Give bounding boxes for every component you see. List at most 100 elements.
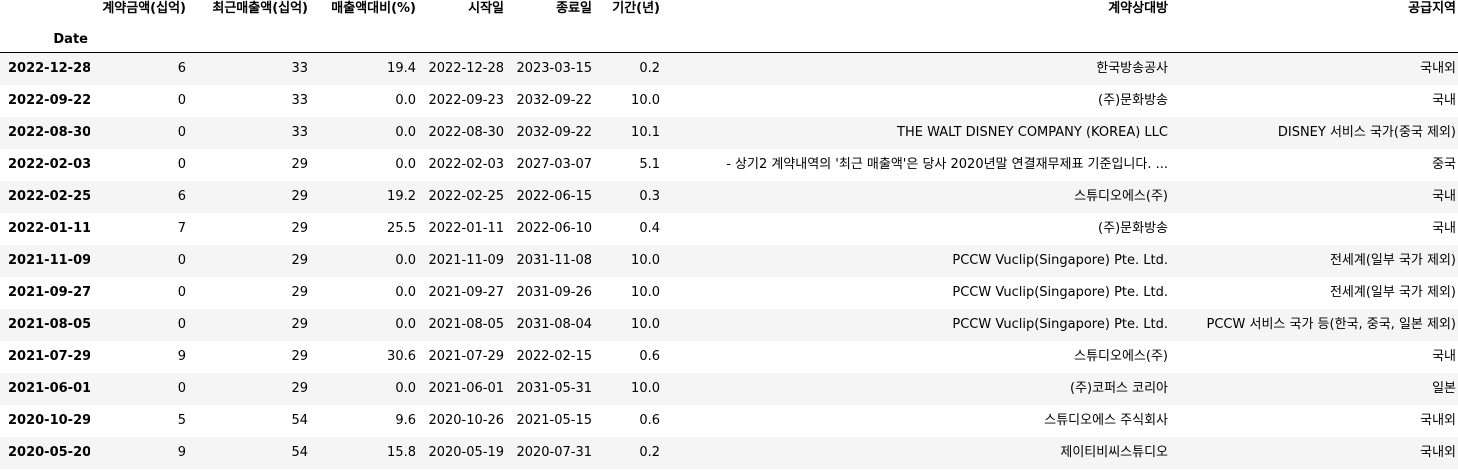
column-header-party: 계약상대방 xyxy=(1108,1,1168,16)
cell-start: 2022-01-11 xyxy=(428,221,504,236)
cell-amount: 9 xyxy=(177,349,186,364)
cell-region: 국내 xyxy=(1432,93,1456,108)
cell-end: 2020-07-31 xyxy=(516,445,592,460)
cell-ratio: 0.0 xyxy=(395,125,416,140)
cell-revenue: 29 xyxy=(291,381,308,396)
cell-end: 2022-02-15 xyxy=(516,349,592,364)
cell-region: 국내외 xyxy=(1420,413,1456,428)
row-date: 2022-01-11 xyxy=(8,221,90,236)
row-date: 2022-09-22 xyxy=(8,93,90,108)
cell-years: 0.6 xyxy=(639,349,660,364)
cell-end: 2032-09-22 xyxy=(516,125,592,140)
cell-party: 스튜디오에스 주식회사 xyxy=(1044,413,1168,428)
cell-years: 5.1 xyxy=(639,157,660,172)
cell-region: 국내외 xyxy=(1420,445,1456,460)
cell-start: 2021-08-05 xyxy=(428,317,504,332)
cell-start: 2022-02-03 xyxy=(428,157,504,172)
cell-amount: 0 xyxy=(177,157,186,172)
cell-amount: 0 xyxy=(177,253,186,268)
table-row: 2022-12-28 6 33 19.4 2022-12-28 2023-03-15 0.2… xyxy=(0,52,1458,85)
cell-revenue: 29 xyxy=(291,349,308,364)
table-row: 2021-09-27 0 29 0.0 2021-09-27 2031-09-26 10.0… xyxy=(0,277,1458,309)
cell-party: PCCW Vuclip(Singapore) Pte. Ltd. xyxy=(952,285,1168,300)
cell-end: 2021-05-15 xyxy=(516,413,592,428)
cell-revenue: 54 xyxy=(291,445,308,460)
cell-ratio: 0.0 xyxy=(395,317,416,332)
cell-ratio: 0.0 xyxy=(395,253,416,268)
row-date: 2022-08-30 xyxy=(8,125,90,140)
column-header-years: 기간(년) xyxy=(612,1,660,16)
table-body: 2022-12-28 6 33 19.4 2022-12-28 2023-03-15 0.2… xyxy=(0,52,1458,469)
cell-party: - 상기2 계약내역의 '최근 매출액'은 당사 2020년말 연결재무제표 기… xyxy=(726,157,1168,172)
cell-revenue: 29 xyxy=(291,317,308,332)
table-row: 2022-02-03 0 29 0.0 2022-02-03 2027-03-07 5.1 -… xyxy=(0,149,1458,181)
cell-years: 0.2 xyxy=(639,445,660,460)
cell-end: 2031-05-31 xyxy=(516,381,592,396)
index-header-row: Date xyxy=(0,28,1458,53)
table-row: 2021-07-29 9 29 30.6 2021-07-29 2022-02-15 0.6… xyxy=(0,341,1458,373)
cell-amount: 0 xyxy=(177,285,186,300)
cell-end: 2022-06-10 xyxy=(516,221,592,236)
cell-revenue: 54 xyxy=(291,413,308,428)
cell-revenue: 29 xyxy=(291,253,308,268)
cell-years: 0.6 xyxy=(639,413,660,428)
cell-party: (주)문화방송 xyxy=(1098,93,1168,108)
table-row: 2021-08-05 0 29 0.0 2021-08-05 2031-08-04 10.0… xyxy=(0,309,1458,341)
cell-region: 전세계(일부 국가 제외) xyxy=(1329,253,1456,268)
cell-amount: 7 xyxy=(177,221,186,236)
cell-ratio: 25.5 xyxy=(387,221,416,236)
cell-ratio: 0.0 xyxy=(395,93,416,108)
cell-start: 2022-02-25 xyxy=(428,189,504,204)
cell-ratio: 0.0 xyxy=(395,381,416,396)
cell-amount: 0 xyxy=(177,93,186,108)
cell-years: 10.0 xyxy=(631,253,660,268)
cell-start: 2021-09-27 xyxy=(428,285,504,300)
column-header-amount: 계약금액(십억) xyxy=(102,1,186,16)
cell-start: 2022-08-30 xyxy=(428,125,504,140)
cell-years: 10.0 xyxy=(631,285,660,300)
row-date: 2020-05-20 xyxy=(8,445,90,460)
cell-party: 제이티비씨스튜디오 xyxy=(1060,445,1168,460)
cell-region: 국내 xyxy=(1432,349,1456,364)
cell-amount: 5 xyxy=(177,413,186,428)
table-row: 2022-02-25 6 29 19.2 2022-02-25 2022-06-15 0.3… xyxy=(0,181,1458,213)
cell-years: 10.1 xyxy=(631,125,660,140)
cell-end: 2027-03-07 xyxy=(516,157,592,172)
row-date: 2022-12-28 xyxy=(8,61,90,76)
table-row: 2020-10-29 5 54 9.6 2020-10-26 2021-05-15 0.6 스… xyxy=(0,405,1458,437)
cell-region: 국내외 xyxy=(1420,61,1456,76)
cell-start: 2021-06-01 xyxy=(428,381,504,396)
table-row: 2020-05-20 9 54 15.8 2020-05-19 2020-07-31 0.2… xyxy=(0,437,1458,469)
cell-region: DISNEY 서비스 국가(중국 제외) xyxy=(1277,125,1456,140)
column-header-end: 종료일 xyxy=(556,1,592,16)
cell-amount: 6 xyxy=(177,61,186,76)
cell-ratio: 15.8 xyxy=(387,445,416,460)
cell-amount: 0 xyxy=(177,125,186,140)
cell-years: 0.3 xyxy=(639,189,660,204)
column-header-revenue: 최근매출액(십억) xyxy=(212,1,308,16)
cell-ratio: 9.6 xyxy=(395,413,416,428)
cell-amount: 9 xyxy=(177,445,186,460)
table-header: 계약금액(십억) 최근매출액(십억) 매출액대비(%) 시작일 종료일 기간(년… xyxy=(0,0,1458,53)
cell-end: 2032-09-22 xyxy=(516,93,592,108)
cell-amount: 6 xyxy=(177,189,186,204)
cell-end: 2031-09-26 xyxy=(516,285,592,300)
cell-end: 2023-03-15 xyxy=(516,61,592,76)
index-corner xyxy=(0,0,90,28)
cell-party: (주)문화방송 xyxy=(1098,221,1168,236)
cell-start: 2021-07-29 xyxy=(428,349,504,364)
cell-region: 국내 xyxy=(1432,189,1456,204)
cell-ratio: 30.6 xyxy=(387,349,416,364)
table-row: 2021-11-09 0 29 0.0 2021-11-09 2031-11-08 10.0… xyxy=(0,245,1458,277)
row-date: 2022-02-25 xyxy=(8,189,90,204)
cell-revenue: 33 xyxy=(291,61,308,76)
cell-start: 2022-12-28 xyxy=(428,61,504,76)
cell-party: PCCW Vuclip(Singapore) Pte. Ltd. xyxy=(952,317,1168,332)
cell-party: 한국방송공사 xyxy=(1096,61,1168,76)
cell-region: 국내 xyxy=(1432,221,1456,236)
row-date: 2021-11-09 xyxy=(8,253,90,268)
row-date: 2022-02-03 xyxy=(8,157,90,172)
cell-ratio: 19.4 xyxy=(387,61,416,76)
cell-party: (주)코퍼스 코리아 xyxy=(1070,381,1168,396)
